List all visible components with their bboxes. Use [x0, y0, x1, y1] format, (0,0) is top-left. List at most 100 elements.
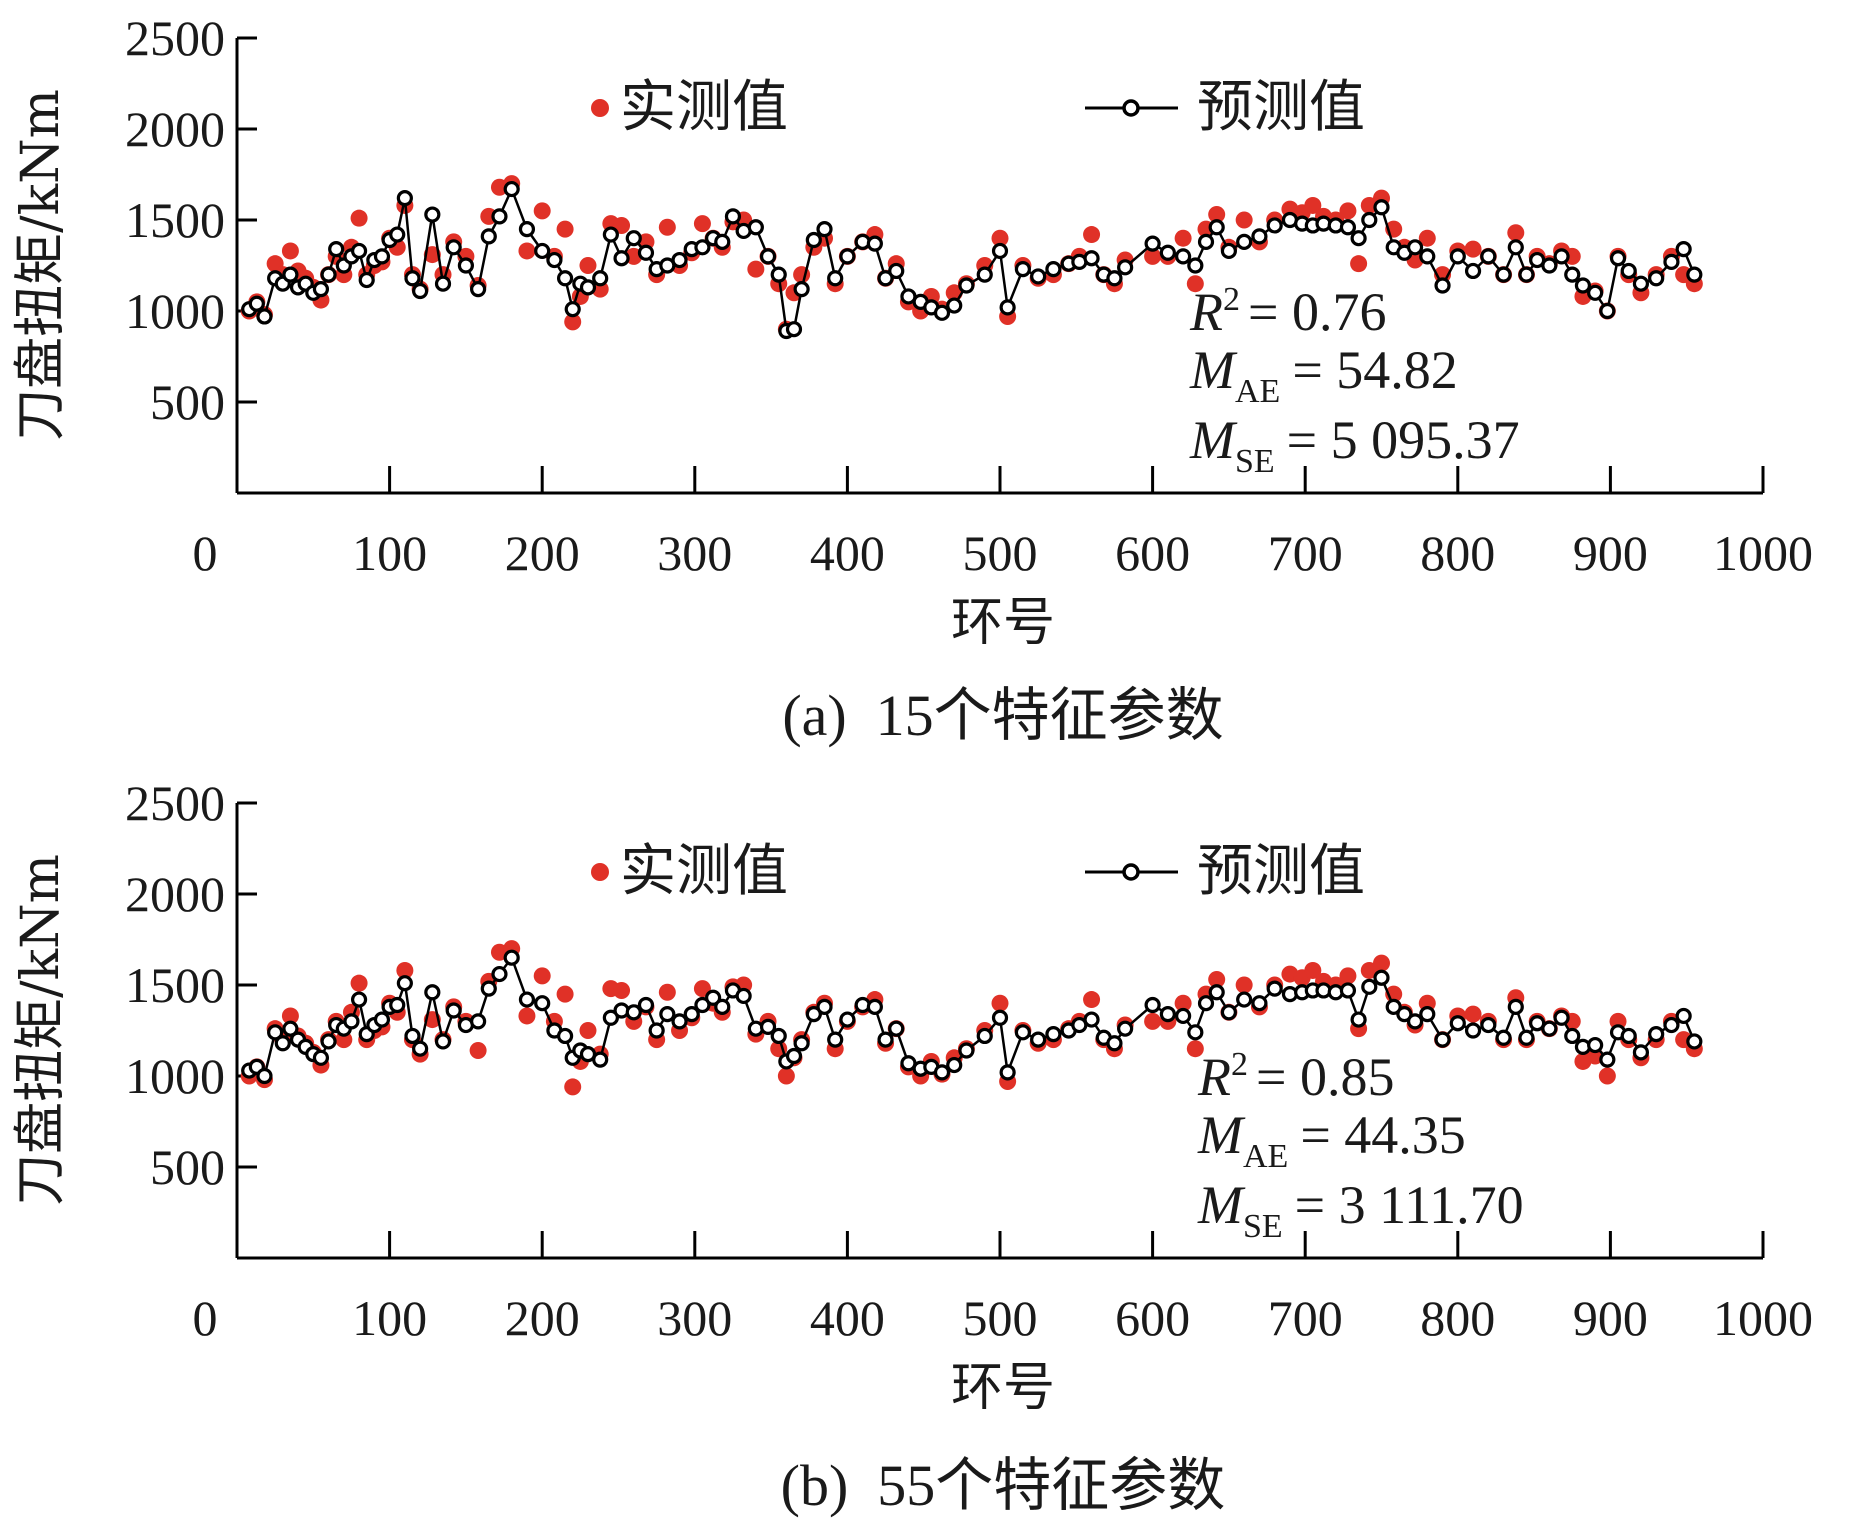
measured-point — [1083, 226, 1101, 244]
predicted-point — [694, 239, 711, 256]
predicted-point — [1464, 1022, 1482, 1039]
panel-caption: (b) 55个特征参数 — [781, 1453, 1226, 1518]
predicted-point — [1266, 980, 1283, 997]
predicted-point — [933, 304, 951, 321]
measured-point — [991, 229, 1009, 247]
legend-predicted-label: 预测值 — [1197, 839, 1365, 904]
measured-point — [1464, 1005, 1482, 1023]
predicted-point — [1197, 995, 1215, 1012]
predicted-point — [480, 980, 497, 997]
plot-area: 500 1000 1500 2000 2500 0 100 200 300 400 500 600 70… — [125, 775, 1813, 1346]
predicted-point — [827, 1031, 844, 1048]
predicted-point — [999, 1064, 1016, 1081]
x-tick-label: 800 — [1420, 1290, 1495, 1346]
predicted-point — [592, 270, 609, 287]
measured-point — [777, 1067, 795, 1085]
predicted-point — [705, 989, 722, 1006]
predicted-point — [1083, 1011, 1100, 1028]
predicted-point — [877, 1031, 894, 1048]
predicted-point — [1419, 248, 1436, 265]
predicted-point — [470, 1013, 487, 1030]
predicted-point — [602, 1009, 619, 1026]
predicted-point — [714, 233, 731, 250]
predicted-point — [1208, 984, 1225, 1001]
predicted-point — [256, 308, 273, 325]
measured-point — [1144, 1012, 1162, 1030]
measured-point — [693, 215, 711, 233]
predicted-point — [1144, 235, 1161, 252]
measured-point — [1208, 206, 1226, 224]
predicted-point — [1159, 244, 1176, 261]
y-tick-label: 2500 — [125, 775, 225, 831]
measured-point — [1464, 240, 1482, 258]
predicted-point — [1117, 1020, 1134, 1037]
r2-metric: R2 = 0.85 — [1197, 1046, 1394, 1107]
predicted-point — [1406, 1013, 1424, 1030]
predicted-point — [556, 1027, 574, 1045]
predicted-point — [343, 1013, 360, 1030]
predicted-point — [1236, 991, 1253, 1008]
measured-point — [1373, 954, 1390, 972]
predicted-point — [1495, 1029, 1512, 1046]
predicted-point — [1396, 1006, 1413, 1023]
measured-point — [1174, 994, 1192, 1012]
x-tick-label: 0 — [193, 1290, 218, 1346]
predicted-point — [839, 1011, 856, 1028]
predicted-point — [424, 206, 441, 223]
measured-point — [579, 257, 597, 274]
measured-point — [350, 209, 368, 227]
measured-point — [518, 242, 536, 260]
predicted-point — [1632, 275, 1650, 292]
predicted-point — [373, 1011, 391, 1028]
predicted-point — [1663, 1016, 1680, 1034]
x-tick-label: 500 — [963, 1290, 1038, 1346]
predicted-point — [816, 998, 833, 1015]
predicted-point — [1518, 1029, 1535, 1046]
predicted-point — [1564, 1027, 1581, 1045]
measured-point — [1507, 224, 1525, 242]
legend-measured-marker — [591, 863, 609, 881]
r2-metric: R2 = 0.76 — [1189, 281, 1386, 342]
y-tick-label: 2000 — [125, 101, 225, 157]
mse-metric: MSE = 3 111.70 — [1197, 1175, 1524, 1245]
predicted-point — [1686, 266, 1703, 283]
predicted-point — [389, 996, 406, 1014]
x-tick-label: 200 — [505, 1290, 580, 1346]
predicted-point — [1480, 248, 1497, 265]
predicted-point — [1620, 262, 1637, 280]
measured-point — [658, 983, 676, 1001]
predicted-point — [671, 1013, 688, 1030]
x-tick-label: 700 — [1268, 525, 1343, 581]
predicted-point — [1518, 266, 1535, 283]
measured-point — [564, 313, 582, 331]
predicted-point — [1648, 1026, 1665, 1043]
predicted-point — [1361, 978, 1378, 995]
measured-point — [533, 202, 551, 220]
x-tick-label: 1000 — [1713, 1290, 1813, 1346]
predicted-point — [445, 239, 462, 256]
predicted-point — [1419, 1006, 1436, 1023]
measured-point — [747, 260, 765, 278]
predicted-point — [1464, 262, 1482, 280]
metrics-annotation: R2 = 0.85 MAE = 44.35 MSE = 3 111.70 — [1197, 1046, 1524, 1245]
chart-panel-b: 500 1000 1500 2000 2500 0 100 200 300 400 500 600 70… — [11, 775, 1813, 1518]
predicted-point — [976, 1027, 993, 1045]
predicted-point — [350, 991, 368, 1008]
predicted-point — [534, 242, 551, 260]
measured-point — [1339, 202, 1357, 220]
predicted-point — [785, 1047, 803, 1065]
measured-point — [281, 242, 299, 260]
measured-point — [564, 1078, 582, 1096]
measured-point — [658, 218, 676, 236]
predicted-point — [1220, 242, 1238, 260]
measured-point — [1208, 971, 1226, 989]
predicted-point — [793, 1035, 810, 1052]
legend: 实测值 预测值 — [591, 839, 1365, 904]
predicted-point — [1106, 1035, 1123, 1052]
predicted-point — [350, 242, 368, 260]
y-tick-label: 1000 — [125, 283, 225, 339]
y-tick-label: 500 — [150, 1139, 225, 1195]
predicted-point — [1507, 239, 1524, 256]
predicted-point — [1434, 1031, 1451, 1048]
predicted-point — [256, 1067, 273, 1085]
